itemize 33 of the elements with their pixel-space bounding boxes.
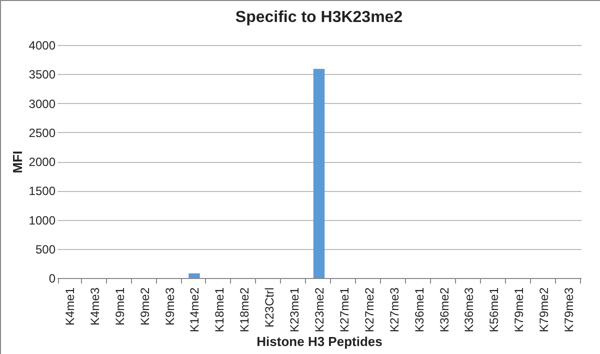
x-tick-label: K9me1 bbox=[112, 287, 127, 326]
x-tick-label: K14me2 bbox=[188, 287, 202, 332]
x-tick-label: K27me3 bbox=[387, 287, 402, 332]
x-tick-label: K23me2 bbox=[312, 287, 326, 332]
x-tick-label: K56me1 bbox=[487, 287, 502, 332]
y-tick-label: 1000 bbox=[28, 213, 56, 228]
x-tick-label: K36me1 bbox=[412, 287, 426, 332]
x-tick-label: K18me2 bbox=[238, 287, 252, 332]
y-tick-label: 2500 bbox=[28, 126, 56, 140]
x-axis-title: Histone H3 Peptides bbox=[256, 334, 382, 350]
x-tick-label: K23me1 bbox=[288, 287, 302, 332]
x-tick-label: K79me1 bbox=[512, 287, 526, 332]
y-tick-label: 3000 bbox=[28, 96, 56, 111]
y-tick-label: 2000 bbox=[28, 155, 56, 169]
x-tick-label: K27me1 bbox=[337, 287, 352, 332]
x-tick-label: K18me1 bbox=[212, 287, 227, 332]
y-axis-title: MFI bbox=[10, 150, 25, 174]
y-tick-label: 4000 bbox=[28, 38, 56, 52]
x-tick-label: K4me1 bbox=[62, 287, 77, 326]
x-tick-label: K79me3 bbox=[562, 287, 576, 332]
x-tick-label: K4me3 bbox=[88, 287, 102, 326]
x-tick-label: K9me2 bbox=[138, 287, 152, 326]
x-tick-label: K36me3 bbox=[462, 287, 476, 332]
x-tick-label: K79me2 bbox=[537, 287, 552, 332]
y-tick-label: 1500 bbox=[28, 184, 56, 198]
x-tick-label: K23Ctrl bbox=[262, 288, 277, 328]
x-tick-label: K27me2 bbox=[362, 287, 376, 332]
x-tick-label: K9me3 bbox=[162, 287, 177, 326]
x-tick-label: K36me2 bbox=[437, 287, 452, 332]
y-tick-label: 0 bbox=[48, 272, 56, 286]
y-tick-label: 500 bbox=[35, 242, 56, 256]
chart-title: Specific to H3K23me2 bbox=[235, 9, 403, 26]
y-tick-label: 3500 bbox=[28, 68, 56, 82]
